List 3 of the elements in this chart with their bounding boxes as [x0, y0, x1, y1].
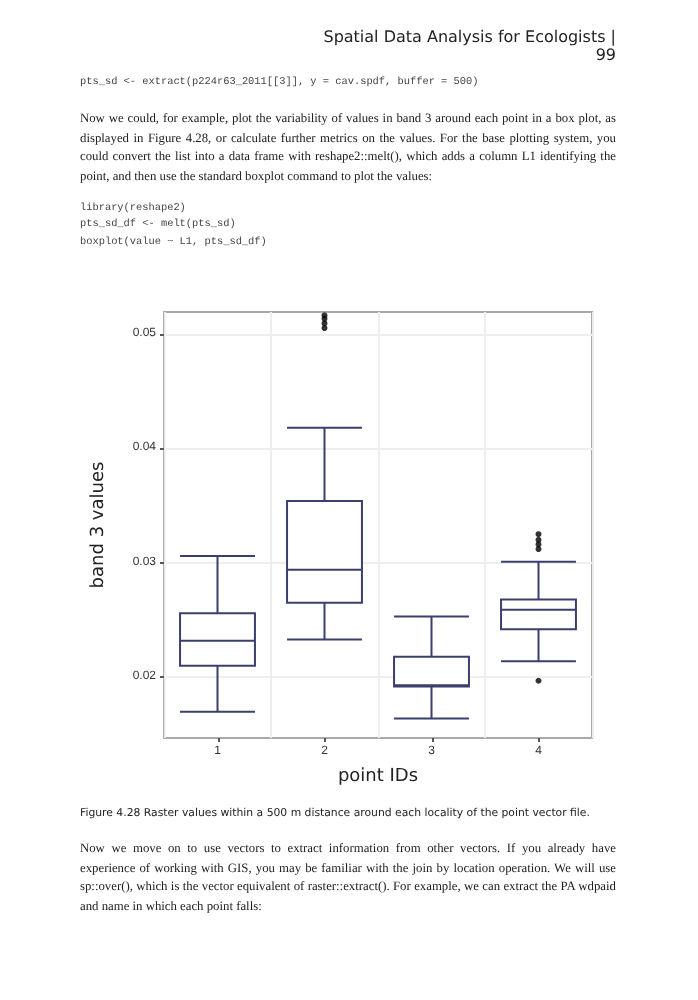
x-axis-title: point IDs	[337, 766, 419, 787]
text: Spatial Data Analysis for Ecologists | 99	[321, 28, 616, 64]
y-axis-title: band 3 values	[89, 461, 109, 589]
